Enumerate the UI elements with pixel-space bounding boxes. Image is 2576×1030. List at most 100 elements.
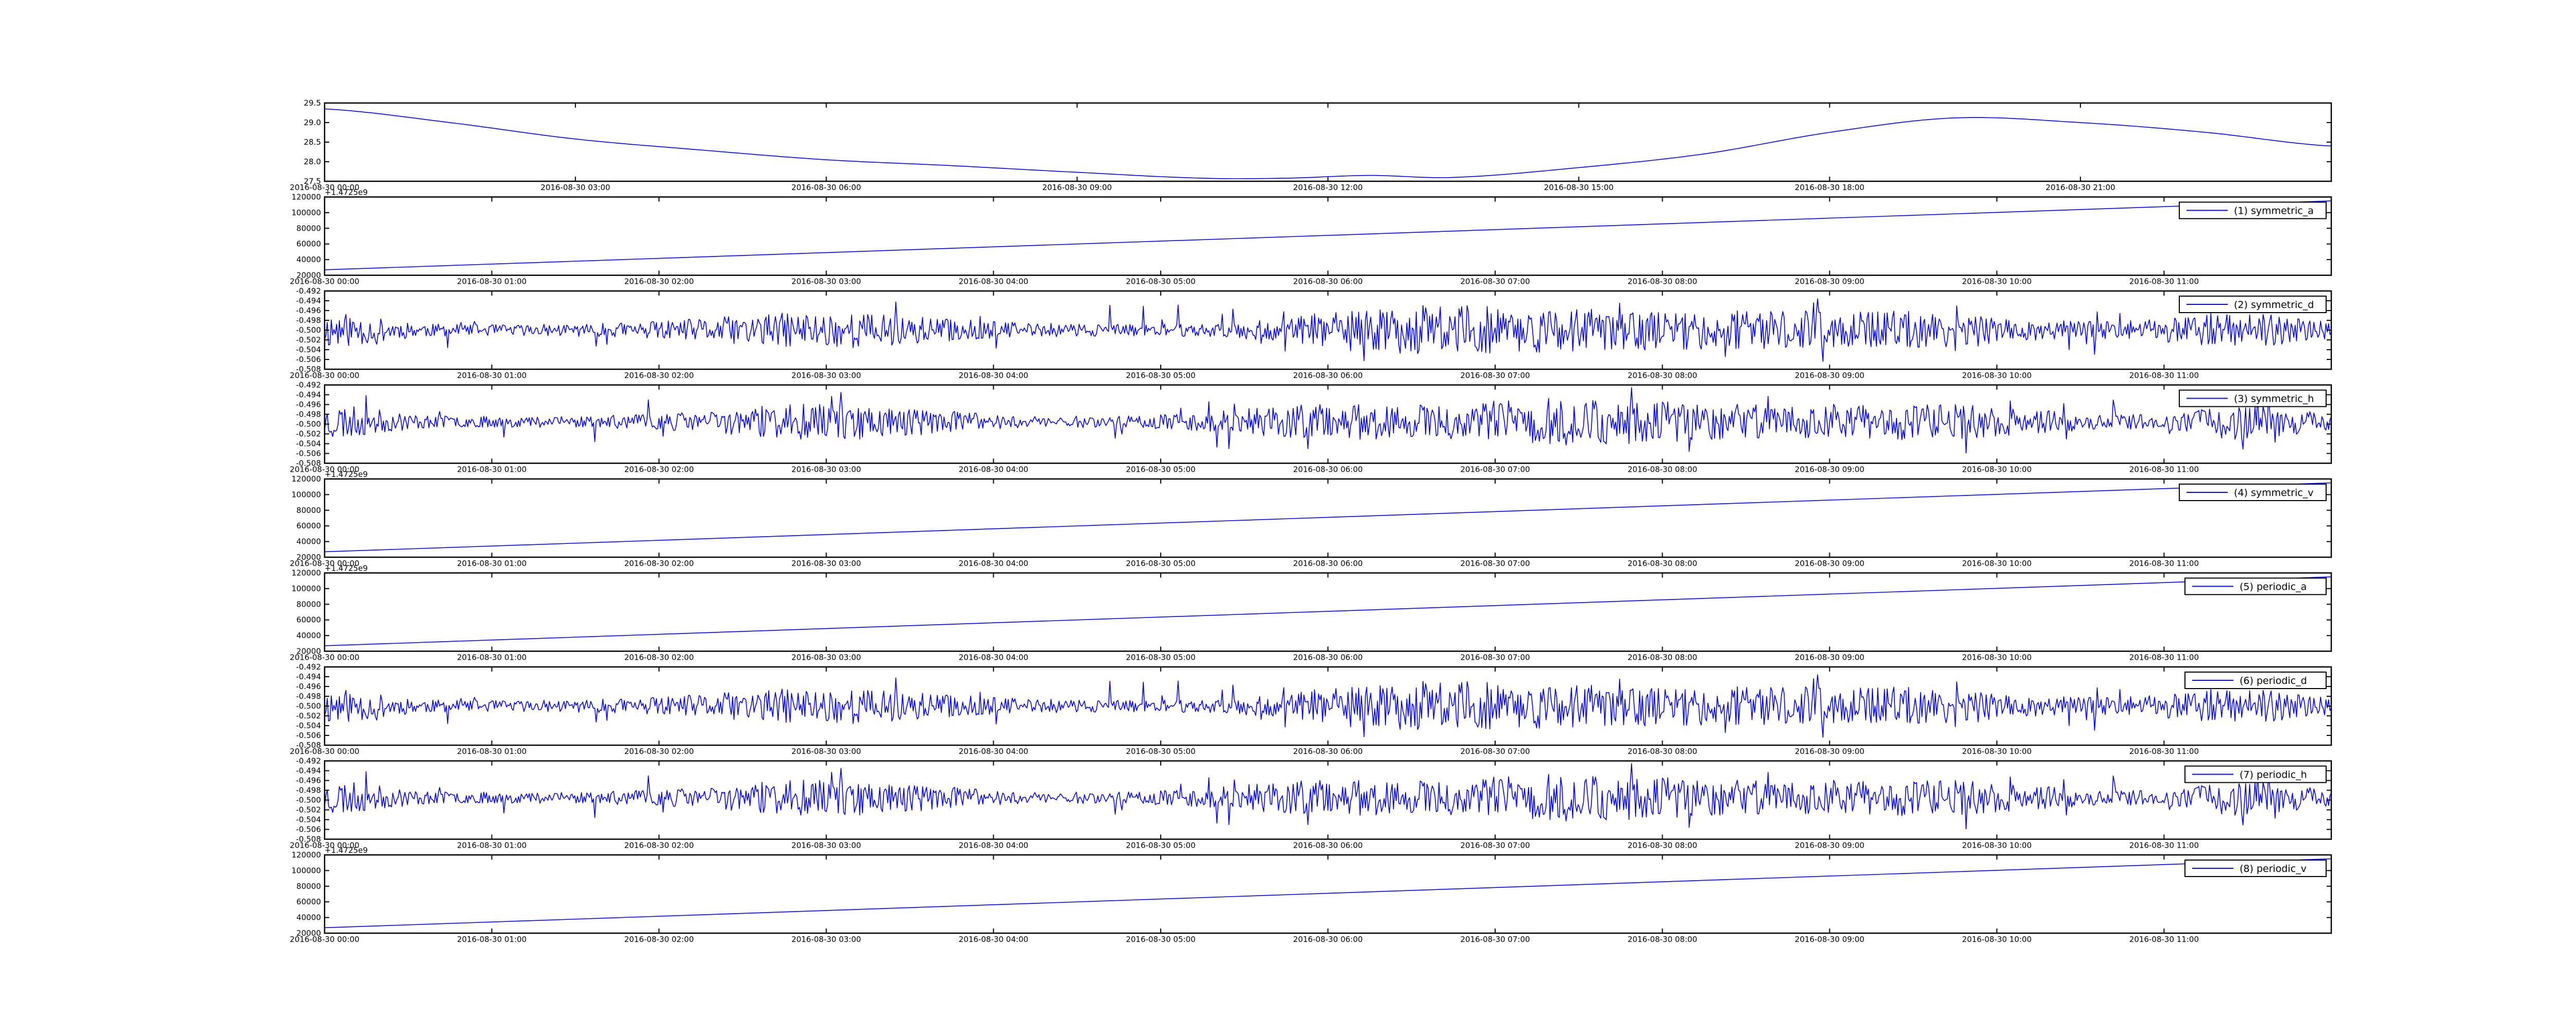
- legend-4: (3) symmetric_h: [2179, 389, 2327, 407]
- legend-8: (7) periodic_h: [2184, 765, 2327, 783]
- x-tick-label: 2016-08-30 02:00: [624, 841, 694, 850]
- y-tick-label: -0.504: [296, 721, 321, 730]
- y-tick-label: -0.506: [296, 355, 321, 364]
- series-line-2: [324, 200, 2332, 270]
- x-tick-label: 2016-08-30 15:00: [1544, 183, 1614, 192]
- y-tick-label: -0.494: [296, 296, 321, 305]
- x-tick-label: 2016-08-30 07:00: [1460, 841, 1530, 850]
- y-tick-label: 60000: [296, 239, 321, 249]
- y-tick-label: -0.508: [296, 365, 321, 374]
- x-tick-label: 2016-08-30 08:00: [1628, 559, 1697, 568]
- x-tick-label: 2016-08-30 09:00: [1795, 935, 1865, 944]
- x-tick-label: 2016-08-30 00:00: [290, 371, 359, 380]
- x-tick-label: 2016-08-30 11:00: [2129, 653, 2199, 662]
- y-tick-label: 20000: [296, 647, 321, 656]
- x-tick-label: 2016-08-30 07:00: [1460, 935, 1530, 944]
- y-tick-label: -0.506: [296, 825, 321, 834]
- x-tick-label: 2016-08-30 10:00: [1962, 841, 2031, 850]
- x-tick-label: 2016-08-30 07:00: [1460, 559, 1530, 568]
- x-tick-label: 2016-08-30 05:00: [1126, 653, 1195, 662]
- x-tick-label: 2016-08-30 01:00: [457, 277, 527, 286]
- x-tick-label: 2016-08-30 02:00: [624, 653, 694, 662]
- y-tick-label: -0.496: [296, 400, 321, 409]
- y-tick-label: 80000: [296, 224, 321, 233]
- subplot-2: 20000 40000 60000 80000 100000 120000 2016-08-…: [290, 188, 2332, 286]
- x-tick-label: 2016-08-30 00:00: [290, 747, 359, 756]
- legend-label: (1) symmetric_a: [2234, 205, 2314, 217]
- legend-2: (1) symmetric_a: [2179, 201, 2327, 219]
- x-tick-label: 2016-08-30 06:00: [791, 183, 861, 192]
- x-tick-label: 2016-08-30 04:00: [959, 935, 1028, 944]
- y-tick-label: -0.492: [296, 381, 321, 390]
- x-tick-label: 2016-08-30 01:00: [457, 841, 527, 850]
- x-tick-label: 2016-08-30 08:00: [1628, 465, 1697, 474]
- y-tick-label: -0.498: [296, 786, 321, 795]
- x-tick-label: 2016-08-30 00:00: [290, 465, 359, 474]
- y-tick-label: 29.0: [304, 118, 321, 127]
- x-tick-label: 2016-08-30 00:00: [290, 935, 359, 944]
- y-tick-label: -0.496: [296, 306, 321, 315]
- y-offset-label: +1.4725e9: [325, 470, 368, 479]
- x-tick-label: 2016-08-30 10:00: [1962, 277, 2031, 286]
- x-tick-label: 2016-08-30 02:00: [624, 559, 694, 568]
- y-tick-label: -0.494: [296, 766, 321, 776]
- x-tick-label: 2016-08-30 06:00: [1293, 277, 1363, 286]
- y-tick-label: -0.502: [296, 335, 321, 345]
- x-tick-label: 2016-08-30 09:00: [1795, 371, 1865, 380]
- subplot-3: -0.508-0.506-0.504-0.502-0.500-0.498-0.4…: [290, 286, 2332, 380]
- y-tick-label: 29.5: [304, 98, 321, 108]
- x-tick-label: 2016-08-30 04:00: [959, 465, 1028, 474]
- x-tick-label: 2016-08-30 10:00: [1962, 747, 2031, 756]
- x-tick-label: 2016-08-30 00:00: [290, 653, 359, 662]
- x-tick-label: 2016-08-30 02:00: [624, 747, 694, 756]
- subplot-5: 20000 40000 60000 80000 100000 120000 2016-08-…: [290, 470, 2332, 568]
- x-tick-label: 2016-08-30 08:00: [1628, 653, 1697, 662]
- x-tick-label: 2016-08-30 03:00: [791, 371, 861, 380]
- legend-label: (3) symmetric_h: [2234, 393, 2314, 405]
- legend-label: (5) periodic_a: [2240, 581, 2307, 593]
- y-tick-label: -0.502: [296, 711, 321, 720]
- x-tick-label: 2016-08-30 05:00: [1126, 277, 1195, 286]
- y-tick-label: 100000: [292, 490, 321, 499]
- series-line-4: [324, 387, 2332, 454]
- x-tick-label: 2016-08-30 03:00: [791, 841, 861, 850]
- x-tick-label: 2016-08-30 10:00: [1962, 559, 2031, 568]
- x-tick-label: 2016-08-30 04:00: [959, 747, 1028, 756]
- y-tick-label: -0.492: [296, 662, 321, 672]
- x-tick-label: 2016-08-30 06:00: [1293, 371, 1363, 380]
- x-tick-label: 2016-08-30 06:00: [1293, 653, 1363, 662]
- y-tick-label: 60000: [296, 897, 321, 906]
- x-tick-label: 2016-08-30 11:00: [2129, 935, 2199, 944]
- y-tick-label: 120000: [292, 850, 321, 860]
- y-tick-label: 100000: [292, 866, 321, 875]
- x-tick-label: 2016-08-30 08:00: [1628, 935, 1697, 944]
- x-tick-label: 2016-08-30 09:00: [1042, 183, 1112, 192]
- y-tick-label: -0.496: [296, 776, 321, 785]
- x-tick-label: 2016-08-30 21:00: [2046, 183, 2115, 192]
- x-tick-label: 2016-08-30 03:00: [791, 465, 861, 474]
- x-tick-label: 2016-08-30 04:00: [959, 653, 1028, 662]
- x-tick-label: 2016-08-30 06:00: [1293, 559, 1363, 568]
- x-tick-label: 2016-08-30 11:00: [2129, 559, 2199, 568]
- x-tick-label: 2016-08-30 04:00: [959, 371, 1028, 380]
- y-tick-label: 60000: [296, 615, 321, 625]
- y-tick-label: -0.492: [296, 286, 321, 296]
- x-tick-label: 2016-08-30 06:00: [1293, 841, 1363, 850]
- x-tick-label: 2016-08-30 00:00: [290, 841, 359, 850]
- x-tick-label: 2016-08-30 07:00: [1460, 277, 1530, 286]
- y-tick-label: 20000: [296, 271, 321, 280]
- x-tick-label: 2016-08-30 08:00: [1628, 747, 1697, 756]
- y-tick-label: -0.498: [296, 410, 321, 419]
- x-tick-label: 2016-08-30 03:00: [791, 559, 861, 568]
- y-tick-label: -0.500: [296, 796, 321, 805]
- y-tick-label: -0.508: [296, 459, 321, 468]
- y-tick-label: 100000: [292, 584, 321, 593]
- y-tick-label: -0.504: [296, 815, 321, 825]
- x-tick-label: 2016-08-30 07:00: [1460, 747, 1530, 756]
- x-tick-label: 2016-08-30 10:00: [1962, 653, 2031, 662]
- series-line-9: [324, 858, 2332, 929]
- x-tick-label: 2016-08-30 10:00: [1962, 371, 2031, 380]
- y-tick-label: -0.500: [296, 701, 321, 711]
- x-tick-label: 2016-08-30 04:00: [959, 277, 1028, 286]
